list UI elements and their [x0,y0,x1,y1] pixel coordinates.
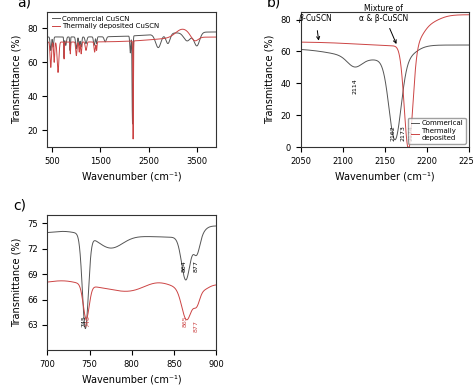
Text: 746: 746 [86,315,91,326]
Thermally deposited CuSCN [180,27,185,32]
Text: 865: 865 [183,315,188,326]
Commercial CuSCN [171,31,176,36]
Thermally deposited CuSCN [75,40,81,45]
Commercial CuSCN [130,122,136,126]
Text: c): c) [14,198,27,213]
Text: 877: 877 [194,320,199,332]
Commercial CuSCN [45,35,50,39]
X-axis label: Wavenumber (cm⁻¹): Wavenumber (cm⁻¹) [82,375,182,385]
Text: 877: 877 [194,261,199,273]
Text: Mixture of
α & β-CuSCN: Mixture of α & β-CuSCN [358,4,408,43]
Legend: Commercial CuSCN, Thermally deposited CuSCN: Commercial CuSCN, Thermally deposited Cu… [51,15,160,30]
Commercial CuSCN [109,34,115,39]
Text: 745: 745 [82,315,87,326]
X-axis label: Wavenumber (cm⁻¹): Wavenumber (cm⁻¹) [335,171,435,181]
Text: 2174: 2174 [409,125,413,141]
Y-axis label: Transmittance (%): Transmittance (%) [11,35,21,124]
Legend: Commerical, Thermally
deposited: Commerical, Thermally deposited [408,118,466,144]
Text: $\beta$-CuSCN: $\beta$-CuSCN [298,12,333,40]
Thermally deposited CuSCN [146,38,152,42]
Text: 864: 864 [182,261,187,273]
Thermally deposited CuSCN [213,35,219,39]
Thermally deposited CuSCN [171,32,176,37]
Commercial CuSCN [213,30,219,34]
Text: 2114: 2114 [352,79,357,94]
Text: b): b) [267,0,281,9]
Text: a): a) [17,0,31,9]
Line: Commercial CuSCN: Commercial CuSCN [47,32,216,124]
Commercial CuSCN [75,36,81,40]
Thermally deposited CuSCN [155,37,160,42]
Line: Thermally deposited CuSCN: Thermally deposited CuSCN [47,29,216,139]
Thermally deposited CuSCN [130,137,136,141]
Commercial CuSCN [155,44,160,49]
Thermally deposited CuSCN [183,28,189,33]
Commercial CuSCN [183,38,189,43]
Text: 2162: 2162 [391,125,396,141]
X-axis label: Wavenumber (cm⁻¹): Wavenumber (cm⁻¹) [82,171,182,181]
Y-axis label: Transmittance (%): Transmittance (%) [264,35,274,124]
Thermally deposited CuSCN [109,39,115,44]
Text: 2173: 2173 [400,125,405,141]
Y-axis label: Transmittance (%): Transmittance (%) [11,238,21,327]
Commercial CuSCN [146,32,152,37]
Thermally deposited CuSCN [45,40,50,44]
